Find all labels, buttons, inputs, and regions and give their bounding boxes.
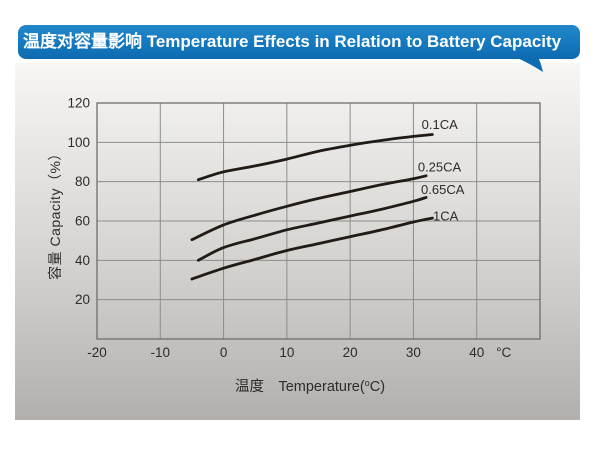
curve-0.25CA bbox=[190, 174, 428, 242]
x-tick-label: 0 bbox=[220, 345, 228, 360]
plot-border bbox=[96, 102, 541, 340]
y-axis-title: 容量 Capacity（%） bbox=[47, 146, 63, 280]
x-axis-title-close: C) bbox=[369, 379, 386, 395]
curve-label-0.1CA: 0.1CA bbox=[422, 117, 458, 132]
y-tick-label: 20 bbox=[75, 292, 90, 307]
x-axis-title-text: 温度 Temperature( bbox=[234, 379, 365, 395]
curve-0.1CA bbox=[196, 133, 434, 182]
y-tick-label: 60 bbox=[75, 214, 90, 229]
y-tick-label: 100 bbox=[67, 135, 90, 150]
degree-superscript: o bbox=[364, 378, 370, 388]
title-banner: 温度对容量影响 Temperature Effects in Relation … bbox=[18, 25, 580, 59]
curve-1CA bbox=[190, 216, 434, 281]
banner-tail-decoration bbox=[515, 57, 543, 72]
x-axis-unit-label: °C bbox=[496, 345, 511, 360]
curve-0.65CA bbox=[196, 196, 428, 262]
y-tick-label: 120 bbox=[67, 96, 90, 111]
page-title: 温度对容量影响 Temperature Effects in Relation … bbox=[23, 32, 562, 51]
y-tick-label: 80 bbox=[75, 174, 90, 189]
x-tick-label: 20 bbox=[343, 345, 358, 360]
x-axis-title: 温度 Temperature(oC) bbox=[110, 375, 510, 396]
x-tick-label: 10 bbox=[279, 345, 294, 360]
curve-label-0.65CA: 0.65CA bbox=[421, 182, 465, 197]
chart-panel: -20 -10 0 10 20 30 40 °C 120 100 80 60 40 20 0.1CA 0.25… bbox=[15, 63, 580, 420]
y-tick-label: 40 bbox=[75, 253, 90, 268]
capacity-temperature-chart: -20 -10 0 10 20 30 40 °C 120 100 80 60 40 20 0.1CA 0.25… bbox=[67, 96, 541, 360]
x-tick-label: -20 bbox=[87, 345, 107, 360]
x-tick-label: -10 bbox=[151, 345, 171, 360]
curve-label-0.25CA: 0.25CA bbox=[418, 159, 462, 174]
x-tick-label: 30 bbox=[406, 345, 421, 360]
curve-label-1CA: 1CA bbox=[433, 209, 459, 224]
x-tick-label: 40 bbox=[469, 345, 484, 360]
